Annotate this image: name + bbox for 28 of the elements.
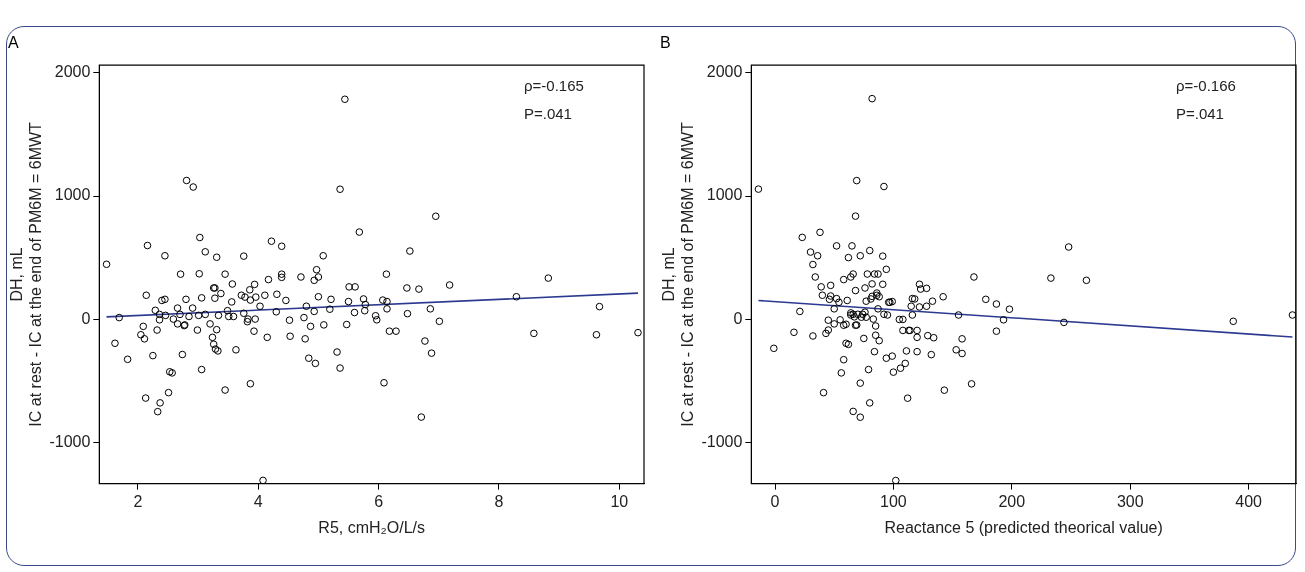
x-axis-title: Reactance 5 (predicted theorical value) [884,518,1163,536]
y-axis-title: DH, mL IC at rest - IC at the end of PM6M = 6MWT [8,121,45,427]
x-axis-title: R5, cmH₂O/L/s [318,518,425,536]
x-tick-label: 300 [1116,492,1144,510]
annotation: P=.041 [524,104,572,122]
y-tick-label: 2000 [54,63,91,81]
x-tick-label: 4 [253,492,263,510]
y-tick-label: 0 [81,309,91,327]
y-tick-label: 2000 [706,63,743,81]
x-tick-label: 0 [770,492,780,510]
annotation: P=.041 [1176,104,1224,122]
x-tick-label: 400 [1235,492,1263,510]
chart-title: A [8,34,19,52]
x-tick-label: 2 [133,492,143,510]
annotation: ρ=-0.166 [1176,76,1236,94]
annotation: ρ=-0.165 [524,76,584,94]
x-tick-label: 100 [880,492,907,510]
y-tick-label: -1000 [701,433,743,451]
x-tick-label: 6 [374,492,384,510]
y-tick-label: 1000 [706,186,743,204]
y-tick-label: 1000 [54,186,91,204]
x-tick-label: 200 [998,492,1026,510]
x-tick-label: 10 [610,492,629,510]
x-tick-label: 8 [494,492,504,510]
y-tick-label: 0 [733,309,743,327]
chart-title: B [660,34,671,52]
y-tick-label: -1000 [49,433,91,451]
y-axis-title: DH, mL IC at rest - IC at the end of PM6M = 6MWT [660,121,697,427]
